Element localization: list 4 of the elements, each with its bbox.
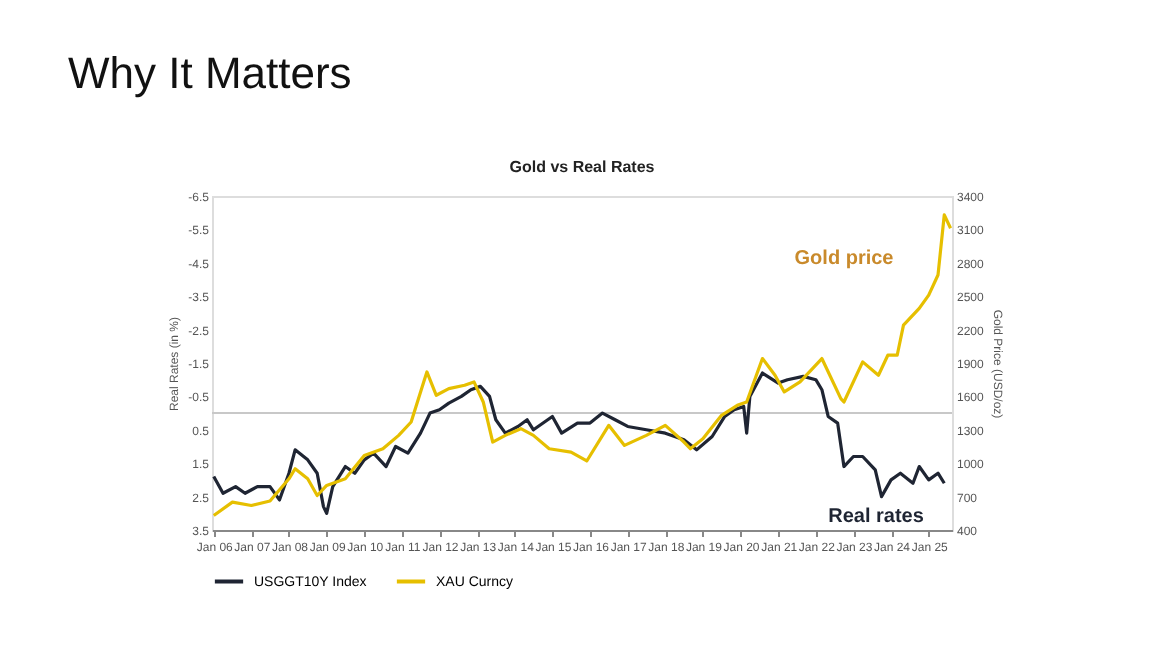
chart-title: Why It Matters bbox=[68, 48, 352, 98]
annotation: Real rates bbox=[828, 506, 925, 528]
chart-subtitle: Gold vs Real Rates bbox=[509, 158, 656, 176]
annotation: Gold price bbox=[794, 248, 895, 270]
